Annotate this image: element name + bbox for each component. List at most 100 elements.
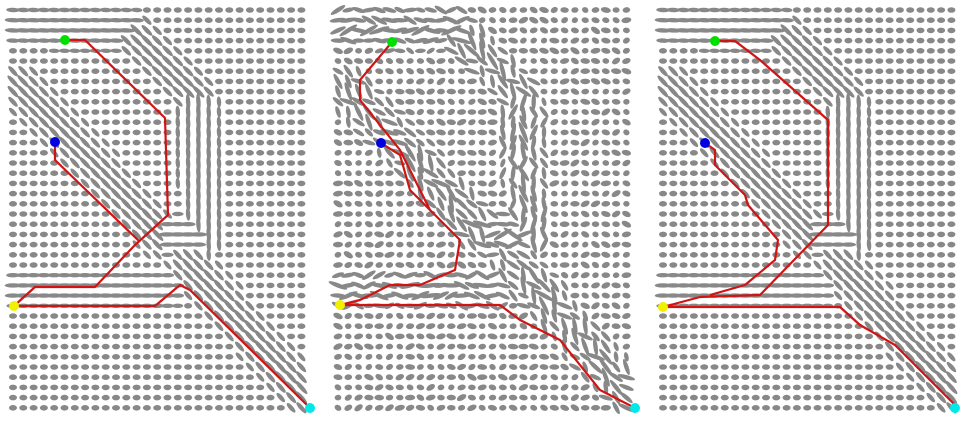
tensor-glyph <box>287 160 295 166</box>
tensor-glyph <box>896 272 904 278</box>
tensor-glyph <box>669 181 677 187</box>
tensor-glyph <box>937 262 945 268</box>
tensor-glyph <box>395 312 405 321</box>
tensor-glyph <box>153 99 161 105</box>
tensor-glyph <box>917 7 925 13</box>
tensor-glyph <box>246 374 254 380</box>
tensor-glyph <box>927 58 935 64</box>
tensor-glyph <box>416 221 425 227</box>
tensor-glyph <box>591 210 600 218</box>
tensor-glyph <box>405 250 415 259</box>
tensor-glyph <box>30 323 38 329</box>
tensor-glyph <box>194 38 202 44</box>
tensor-glyph <box>205 385 213 391</box>
tensor-glyph <box>937 170 945 176</box>
tensor-glyph <box>570 149 580 158</box>
tensor-glyph <box>405 353 415 360</box>
tensor-glyph <box>917 38 925 44</box>
tensor-glyph <box>81 252 89 258</box>
tensor-glyph <box>600 107 611 117</box>
tensor-glyph <box>875 344 883 350</box>
start-dot <box>700 138 710 148</box>
tensor-glyph <box>906 58 914 64</box>
tensor-glyph <box>549 159 559 166</box>
tensor-glyph <box>161 273 174 277</box>
tensor-glyph <box>50 232 58 238</box>
tensor-glyph <box>927 272 935 278</box>
tensor-glyph <box>844 48 852 54</box>
tensor-glyph <box>886 242 894 248</box>
tensor-glyph <box>236 68 244 74</box>
tensor-glyph <box>700 354 708 360</box>
tensor-glyph <box>225 242 233 248</box>
tensor-glyph <box>478 160 487 167</box>
tensor-glyph <box>917 160 925 166</box>
tensor-glyph <box>406 78 415 85</box>
tensor-glyph <box>700 395 708 401</box>
tensor-glyph <box>590 311 600 321</box>
tensor-glyph <box>476 5 487 15</box>
tensor-glyph <box>246 119 254 125</box>
tensor-glyph <box>875 48 883 54</box>
tensor-glyph <box>225 262 233 268</box>
tensor-glyph <box>700 221 708 227</box>
tensor-glyph <box>215 48 223 54</box>
tensor-glyph <box>499 404 507 411</box>
tensor-glyph <box>287 242 295 248</box>
tensor-glyph <box>602 160 610 167</box>
tensor-glyph <box>731 374 739 380</box>
tensor-glyph <box>256 221 264 227</box>
tensor-glyph <box>711 385 719 391</box>
tensor-glyph <box>571 7 579 13</box>
tensor-glyph <box>601 230 611 238</box>
tensor-glyph <box>600 180 611 187</box>
tensor-glyph <box>814 313 822 319</box>
tensor-glyph <box>529 333 539 341</box>
tensor-glyph <box>741 109 749 115</box>
tensor-glyph <box>519 7 527 13</box>
tensor-glyph <box>500 178 506 188</box>
tensor-glyph <box>812 35 824 47</box>
tensor-glyph <box>865 17 873 23</box>
tensor-glyph <box>91 364 99 370</box>
tensor-glyph <box>570 119 580 125</box>
tensor-glyph <box>936 341 947 353</box>
tensor-glyph <box>191 242 206 246</box>
tensor-glyph <box>297 221 305 227</box>
tensor-glyph <box>343 46 355 55</box>
tensor-glyph <box>690 232 698 238</box>
tensor-glyph <box>236 28 244 34</box>
tensor-glyph <box>457 404 466 411</box>
tensor-glyph <box>570 393 580 402</box>
tensor-glyph <box>855 334 863 340</box>
tensor-glyph <box>405 88 416 95</box>
tensor-glyph <box>875 262 883 268</box>
tensor-glyph <box>91 99 99 105</box>
tensor-glyph <box>256 242 264 248</box>
tensor-glyph <box>143 313 151 319</box>
tensor-glyph <box>7 96 19 109</box>
tensor-glyph <box>690 313 698 319</box>
tensor-glyph <box>448 354 455 360</box>
tensor-glyph <box>844 395 852 401</box>
tensor-glyph <box>927 303 935 309</box>
tensor-glyph <box>385 170 394 177</box>
tensor-glyph <box>519 57 527 65</box>
tensor-glyph <box>19 201 27 207</box>
tensor-glyph <box>772 89 780 95</box>
tensor-glyph <box>215 344 223 350</box>
tensor-glyph <box>277 201 285 207</box>
tensor-glyph <box>297 150 305 156</box>
tensor-glyph <box>947 89 955 95</box>
tensor-glyph <box>875 385 883 391</box>
tensor-glyph <box>91 211 99 217</box>
tensor-glyph <box>416 363 424 370</box>
tensor-glyph <box>487 313 497 319</box>
tensor-glyph <box>803 323 811 329</box>
tensor-glyph <box>415 87 426 96</box>
tensor-glyph <box>669 232 677 238</box>
tensor-glyph <box>509 17 518 23</box>
tensor-glyph <box>865 48 873 54</box>
tensor-glyph <box>793 364 801 370</box>
tensor-glyph <box>581 282 589 289</box>
